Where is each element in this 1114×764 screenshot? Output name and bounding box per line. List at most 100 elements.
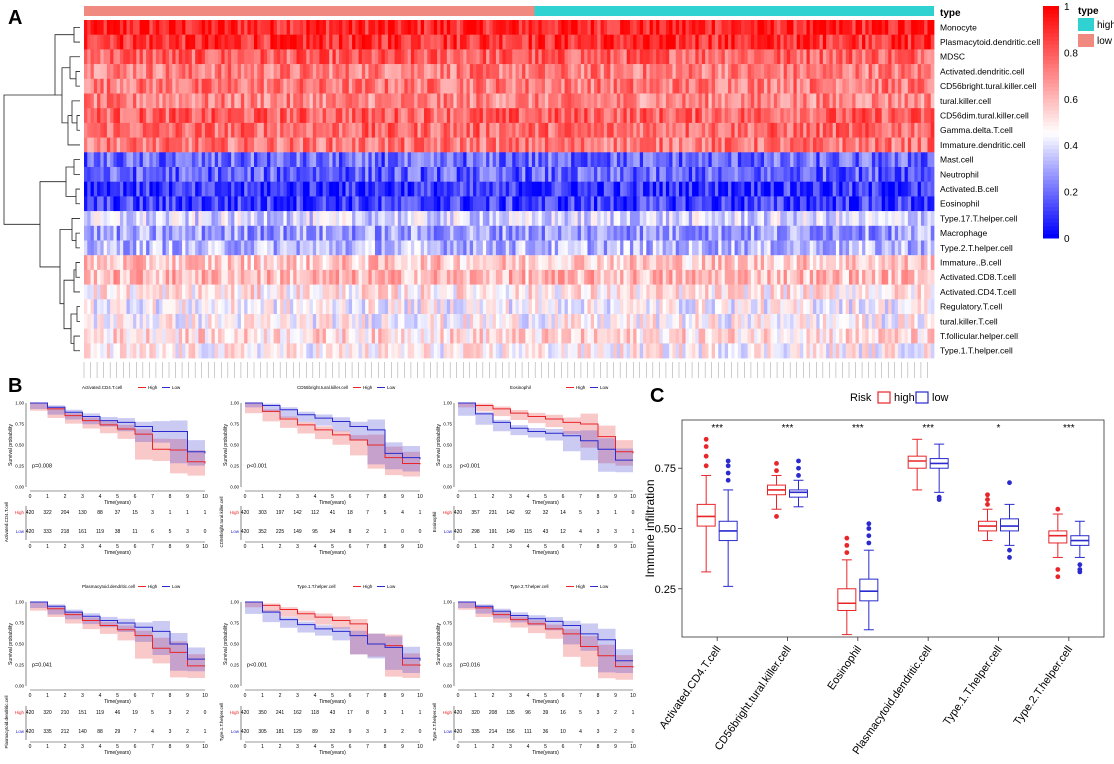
heatmap-cell — [404, 225, 409, 241]
heatmap-cell — [917, 255, 922, 271]
heatmap-cell — [110, 211, 114, 227]
heatmap-cell — [813, 108, 817, 124]
heatmap-cell — [204, 225, 209, 241]
heatmap-cell — [525, 152, 530, 168]
heatmap-cell — [240, 137, 245, 153]
heatmap-cell — [721, 269, 726, 285]
heatmap-cell — [855, 93, 860, 109]
heatmap-cell — [891, 240, 896, 256]
heatmap-cell — [731, 240, 735, 256]
heatmap-cell — [799, 240, 804, 256]
heatmap-cell — [407, 240, 412, 256]
heatmap-cell — [388, 49, 392, 65]
heatmap-cell — [682, 137, 686, 153]
heatmap-cell — [839, 49, 843, 65]
heatmap-cell — [221, 167, 225, 182]
heatmap-cell — [211, 240, 216, 256]
heatmap-cell — [907, 78, 912, 94]
heatmap-cell — [505, 78, 510, 94]
heatmap-cell — [394, 34, 399, 50]
heatmap-cell — [826, 64, 830, 80]
heatmap-cell — [270, 20, 275, 35]
heatmap-cell — [87, 20, 91, 35]
heatmap-cell — [188, 255, 193, 271]
heatmap-cell — [855, 108, 860, 124]
heatmap-cell — [420, 93, 425, 109]
heatmap-cell — [218, 211, 222, 227]
heatmap-cell — [711, 93, 716, 109]
heatmap-cell — [767, 152, 771, 168]
heatmap-cell — [450, 20, 454, 35]
heatmap-cell — [348, 196, 353, 212]
heatmap-cell — [584, 34, 588, 50]
heatmap-cell — [492, 181, 497, 197]
heatmap-cell — [809, 255, 814, 271]
heatmap-cell — [714, 64, 719, 80]
heatmap-cell — [652, 269, 657, 285]
heatmap-cell — [901, 167, 905, 182]
heatmap-cell — [136, 167, 140, 182]
heatmap-cell — [845, 181, 850, 197]
heatmap-cell — [718, 181, 722, 197]
heatmap-cell — [603, 211, 608, 227]
heatmap-cell — [734, 49, 739, 65]
heatmap-cell — [548, 93, 552, 109]
panel-label-c: C — [650, 385, 664, 407]
heatmap-cell — [744, 167, 749, 182]
heatmap-cell — [352, 269, 356, 285]
heatmap-cell — [669, 108, 673, 124]
heatmap-cell — [335, 108, 340, 124]
heatmap-cell — [600, 269, 605, 285]
heatmap-cell — [786, 269, 791, 285]
heatmap-cell — [551, 137, 556, 153]
heatmap-cell — [875, 122, 879, 138]
heatmap-cell — [201, 211, 206, 227]
heatmap-cell — [629, 49, 634, 65]
heatmap-cell — [384, 152, 389, 168]
heatmap-cell — [211, 211, 216, 227]
heatmap-cell — [185, 181, 190, 197]
heatmap-cell — [169, 49, 173, 65]
heatmap-cell — [620, 20, 624, 35]
heatmap-cell — [473, 137, 477, 153]
heatmap-cell — [839, 167, 843, 182]
heatmap-cell — [257, 34, 261, 50]
heatmap-cell — [169, 284, 173, 300]
heatmap-cell — [616, 225, 621, 241]
heatmap-cell — [783, 152, 788, 168]
heatmap-cell — [289, 34, 294, 50]
heatmap-cell — [927, 152, 932, 168]
heatmap-cell — [675, 196, 680, 212]
heatmap-cell — [345, 152, 350, 168]
heatmap-cell — [737, 152, 742, 168]
heatmap-cell — [119, 284, 124, 300]
heatmap-cell — [133, 93, 137, 109]
heatmap-cell — [129, 49, 134, 65]
heatmap-cell — [335, 240, 340, 256]
heatmap-cell — [741, 167, 745, 182]
heatmap-cell — [410, 167, 415, 182]
heatmap-cell — [149, 78, 154, 94]
heatmap-cell — [155, 181, 160, 197]
heatmap-cell — [616, 181, 621, 197]
heatmap-cell — [548, 152, 552, 168]
heatmap-cell — [901, 93, 905, 109]
heatmap-cell — [139, 167, 144, 182]
heatmap-cell — [799, 93, 804, 109]
heatmap-cell — [159, 211, 163, 227]
heatmap-cell — [335, 284, 340, 300]
heatmap-cell — [178, 284, 183, 300]
heatmap-cell — [871, 20, 876, 35]
heatmap-cell — [388, 284, 392, 300]
heatmap-cell — [714, 49, 719, 65]
heatmap-cell — [633, 152, 637, 168]
heatmap-cell — [113, 240, 118, 256]
heatmap-cell — [509, 211, 513, 227]
heatmap-cell — [254, 152, 258, 168]
heatmap-cell — [714, 93, 719, 109]
heatmap-cell — [554, 152, 559, 168]
heatmap-cell — [724, 255, 729, 271]
heatmap-cell — [803, 152, 807, 168]
heatmap-cell — [770, 167, 775, 182]
heatmap-cell — [564, 240, 569, 256]
